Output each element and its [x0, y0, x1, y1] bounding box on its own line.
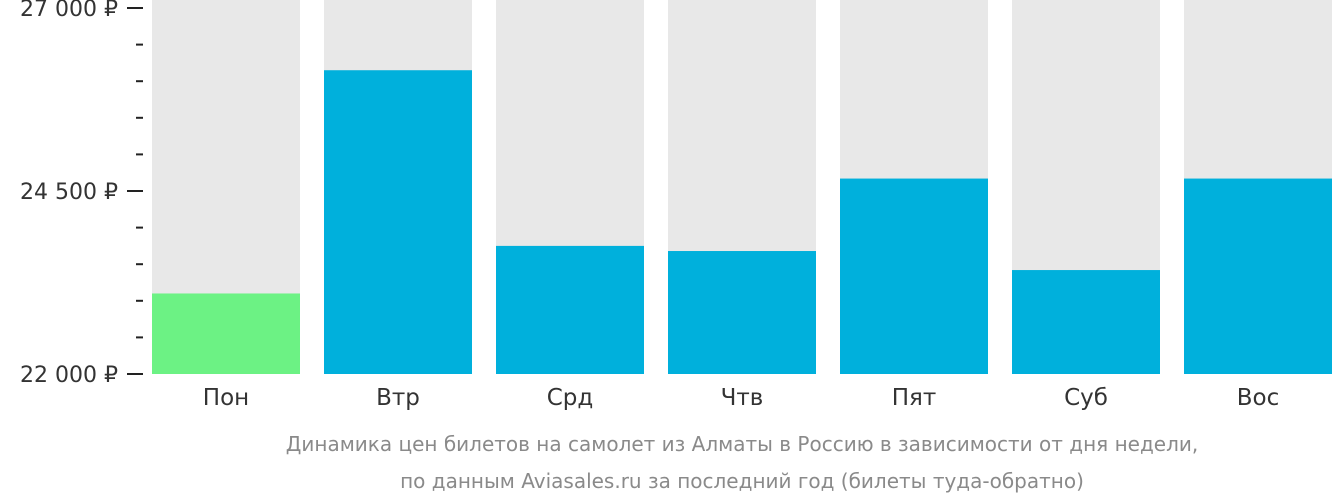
- bar: [152, 293, 300, 374]
- chart-caption-line-1: Динамика цен билетов на самолет из Алмат…: [286, 432, 1198, 456]
- y-axis: 22 000 ₽ 24 500 ₽ 27 000 ₽: [20, 0, 143, 388]
- y-tick-label: 24 500 ₽: [20, 180, 118, 205]
- bar: [668, 251, 816, 374]
- bar: [1012, 270, 1160, 374]
- x-tick-label: Вос: [1237, 385, 1280, 411]
- bar: [324, 70, 472, 374]
- x-tick-label: Втр: [376, 385, 420, 411]
- x-tick-label: Пят: [892, 385, 937, 411]
- x-axis-labels: Пон Втр Срд Чтв Пят Суб Вос: [203, 385, 1279, 411]
- x-tick-label: Чтв: [721, 385, 764, 411]
- y-tick-label: 27 000 ₽: [20, 0, 118, 22]
- bars: [152, 70, 1332, 374]
- y-tick-label: 22 000 ₽: [20, 363, 118, 388]
- bar: [496, 245, 644, 374]
- chart-caption-line-2: по данным Aviasales.ru за последний год …: [400, 469, 1084, 493]
- x-tick-label: Срд: [547, 385, 594, 411]
- bar: [840, 178, 988, 374]
- bar: [1184, 178, 1332, 374]
- x-tick-label: Суб: [1064, 385, 1108, 411]
- x-tick-label: Пон: [203, 385, 249, 411]
